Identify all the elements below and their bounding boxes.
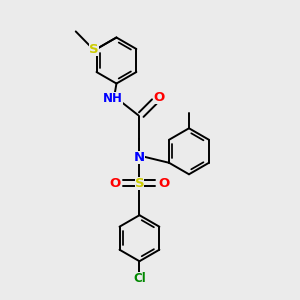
Text: S: S <box>89 43 99 56</box>
Text: NH: NH <box>103 92 123 105</box>
Text: O: O <box>153 91 164 104</box>
Text: O: O <box>110 177 121 190</box>
Text: S: S <box>135 177 144 190</box>
Text: O: O <box>158 177 169 190</box>
Text: N: N <box>134 151 145 164</box>
Text: Cl: Cl <box>133 272 146 285</box>
